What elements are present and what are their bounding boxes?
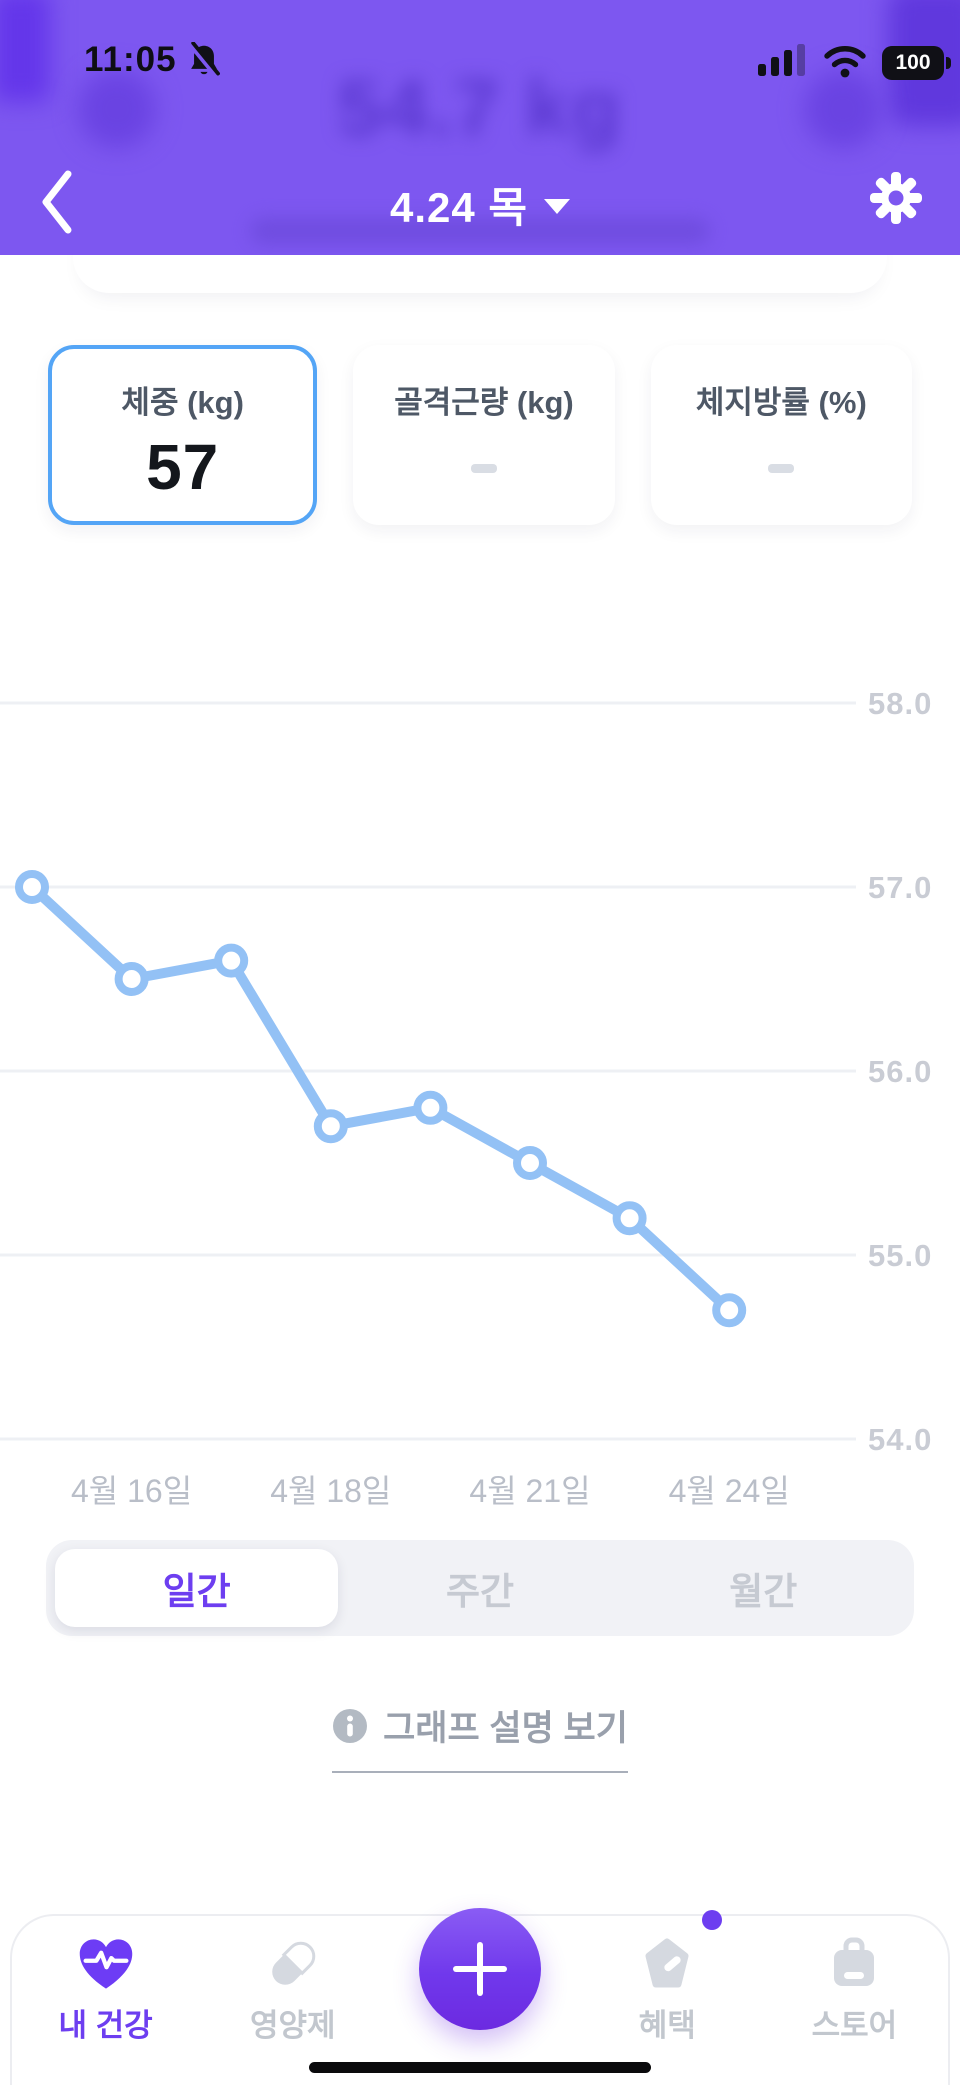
bottom-navigation: 내 건강 영양제 — [10, 1908, 950, 2085]
blurred-subtext — [250, 218, 710, 244]
add-button[interactable] — [419, 1908, 541, 2030]
nav-label: 영양제 — [250, 2008, 336, 2043]
cellular-signal-icon — [756, 42, 808, 83]
empty-value-dash — [768, 464, 795, 473]
metric-label: 체중 (kg) — [121, 385, 244, 420]
info-icon — [333, 1708, 368, 1743]
metric-card-muscle[interactable]: 골격근량 (kg) — [353, 345, 615, 525]
svg-text:4월 21일: 4월 21일 — [469, 1473, 590, 1509]
period-tabs: 일간 주간 월간 — [46, 1540, 914, 1636]
blurred-weight-value: 54.7 kg — [337, 63, 623, 152]
tab-weekly[interactable]: 주간 — [445, 1571, 515, 1612]
wifi-icon — [821, 42, 869, 83]
date-title: 4.24 목 — [389, 184, 529, 231]
status-bar: 11:05 — [0, 36, 960, 82]
plus-icon — [453, 1942, 507, 1996]
tab-daily[interactable]: 일간 — [55, 1549, 339, 1627]
header: 54.7 kg 11:05 — [0, 0, 960, 255]
home-indicator[interactable] — [309, 2062, 651, 2073]
nav-item-benefits[interactable]: 혜택 — [574, 1936, 761, 2045]
nav-item-supplements[interactable]: 영양제 — [199, 1936, 386, 2045]
nav-item-my-health[interactable]: 내 건강 — [12, 1936, 199, 2045]
metric-label: 골격근량 (kg) — [394, 385, 574, 420]
back-button[interactable] — [34, 166, 94, 238]
nav-label: 스토어 — [811, 2008, 898, 2043]
store-bag-icon — [834, 1937, 875, 1986]
nav-label: 혜택 — [638, 2008, 696, 2043]
notification-badge-dot — [702, 1910, 722, 1930]
nav-label: 내 건강 — [58, 2008, 153, 2043]
benefit-tag-icon — [645, 1938, 689, 1988]
svg-text:58.0: 58.0 — [868, 686, 932, 721]
nav-item-store[interactable]: 스토어 — [761, 1936, 948, 2045]
svg-text:4월 16일: 4월 16일 — [71, 1473, 192, 1509]
date-selector[interactable]: 4.24 목 — [0, 174, 960, 235]
graph-info-link[interactable]: 그래프 설명 보기 — [332, 1700, 628, 1773]
metric-label: 체지방률 (%) — [695, 385, 867, 420]
heart-pulse-icon — [79, 1939, 132, 1989]
svg-text:55.0: 55.0 — [868, 1238, 932, 1273]
graph-info-label: 그래프 설명 보기 — [383, 1709, 628, 1748]
svg-text:57.0: 57.0 — [868, 870, 932, 905]
metric-cards: 체중 (kg) 57 골격근량 (kg) 체지방률 (%) — [48, 345, 912, 525]
capsule-icon — [272, 1941, 315, 1985]
svg-text:54.0: 54.0 — [868, 1422, 932, 1457]
tab-monthly[interactable]: 월간 — [729, 1571, 798, 1612]
notifications-muted-icon — [186, 41, 222, 85]
battery-icon: 100 — [882, 45, 951, 80]
chevron-down-icon — [544, 199, 571, 215]
settings-button[interactable] — [868, 170, 924, 226]
svg-text:4월 24일: 4월 24일 — [669, 1473, 790, 1509]
svg-text:4월 18일: 4월 18일 — [270, 1473, 391, 1509]
metric-card-weight[interactable]: 체중 (kg) 57 — [48, 345, 318, 525]
blurred-background-circle — [78, 70, 156, 148]
weight-chart-svg: 58.0 57.0 56.0 55.0 54.0 4월 16일 4월 18일 4월 21일 4월… — [0, 686, 932, 1509]
metric-value: 57 — [146, 431, 220, 503]
blurred-background-shape — [0, 0, 50, 102]
metric-card-bodyfat[interactable]: 체지방률 (%) — [650, 345, 912, 525]
status-time: 11:05 — [84, 40, 177, 79]
svg-text:56.0: 56.0 — [868, 1054, 932, 1089]
weight-chart[interactable]: 58.0 57.0 56.0 55.0 54.0 4월 16일 4월 18일 4월 21일 4월… — [0, 640, 960, 1520]
empty-value-dash — [470, 464, 497, 473]
blurred-background-circle — [804, 70, 882, 148]
nav-item-add — [386, 1908, 573, 2045]
header-nav: 4.24 목 — [0, 160, 960, 255]
